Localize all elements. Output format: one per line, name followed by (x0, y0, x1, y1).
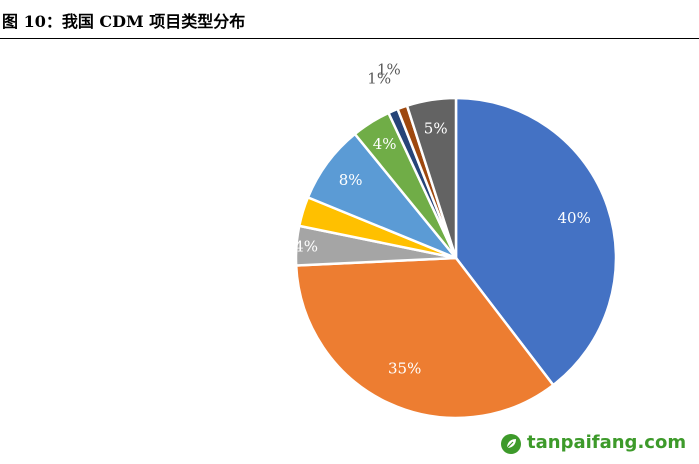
pie-data-label: 1% (377, 61, 401, 79)
watermark: tanpaifang.com (500, 430, 699, 460)
title-divider (0, 38, 699, 39)
watermark-text: tanpaifang.com (527, 432, 687, 453)
pie-data-label: 40% (558, 209, 591, 227)
pie-data-label: 1% (367, 70, 391, 88)
pie-slice (454, 96, 618, 387)
pie-data-label: 4% (373, 135, 397, 153)
pie-data-label: 35% (388, 359, 421, 377)
leaf-logo-icon (501, 434, 521, 454)
pie-data-label: 8% (339, 171, 363, 189)
pie-slice (405, 96, 458, 260)
pie-data-label: 4% (294, 237, 318, 255)
figure-title: 图 10：我国 CDM 项目类型分布 (2, 12, 246, 31)
pie-slice (294, 256, 555, 420)
pie-data-label: 5% (424, 119, 448, 137)
